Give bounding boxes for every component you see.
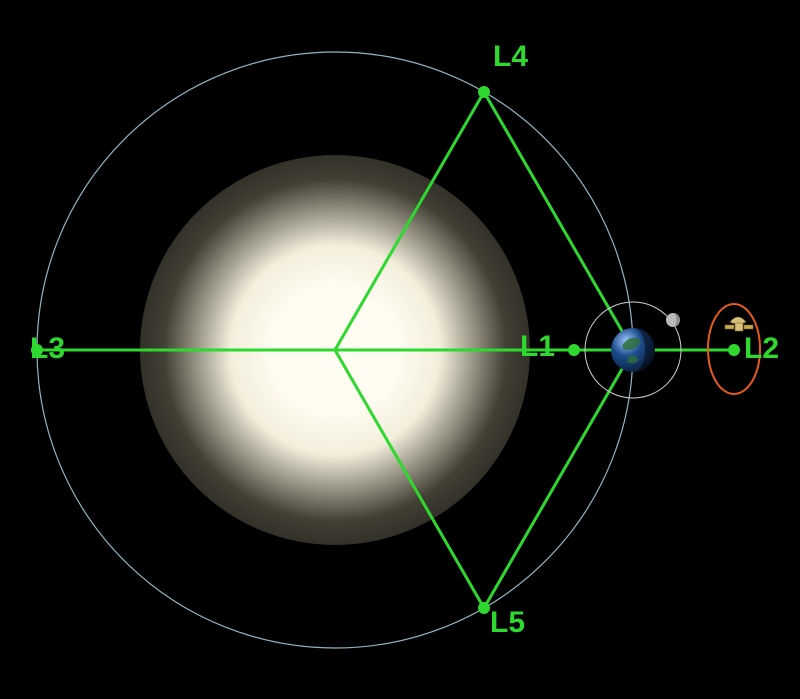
- label-l1: L1: [520, 330, 555, 364]
- label-l3: L3: [30, 332, 65, 366]
- lagrange-diagram: L1 L2 L3 L4 L5: [0, 0, 800, 699]
- label-l5: L5: [490, 606, 525, 640]
- earth: [611, 328, 655, 372]
- spacecraft: [725, 317, 753, 331]
- label-l2: L2: [744, 332, 779, 366]
- moon: [666, 313, 680, 327]
- label-l4: L4: [493, 40, 528, 74]
- svg-layer: [0, 0, 800, 699]
